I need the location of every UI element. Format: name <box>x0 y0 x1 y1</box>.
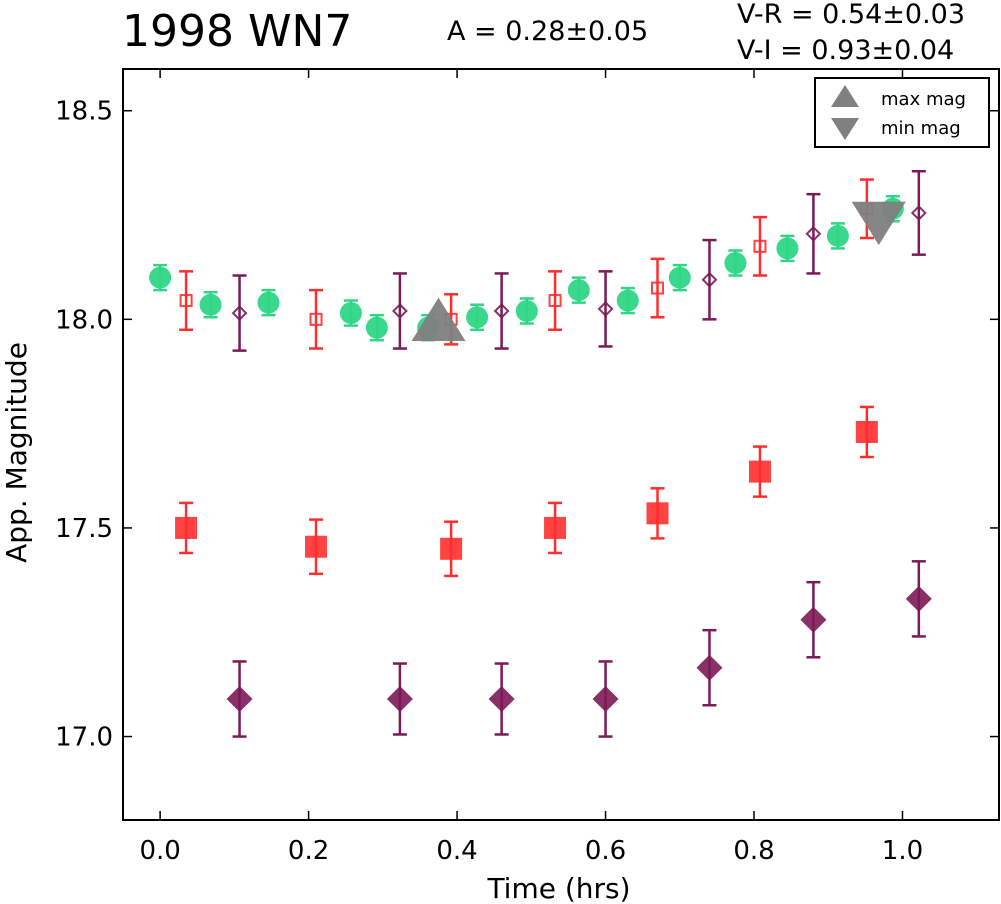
data-point <box>466 306 489 329</box>
min-mag-marker <box>851 201 906 246</box>
data-point <box>592 686 619 713</box>
data-point <box>826 224 849 247</box>
x-tick-label: 1.0 <box>882 836 923 866</box>
data-point <box>696 654 723 681</box>
data-point <box>748 460 771 483</box>
legend-max-marker <box>831 85 859 107</box>
y-tick-label: 18.5 <box>55 97 113 127</box>
x-axis-label: Time (hrs) <box>486 872 630 904</box>
series-diamond-filled <box>232 560 926 738</box>
data-point <box>339 302 362 325</box>
data-point <box>231 305 248 321</box>
data-point <box>257 291 280 314</box>
data-point <box>855 420 878 443</box>
legend-min-marker <box>831 118 859 140</box>
data-point <box>548 294 562 308</box>
data-point <box>309 312 323 326</box>
legend-label: max mag <box>881 89 966 110</box>
y-tick-label: 18.0 <box>55 305 113 335</box>
data-point <box>651 281 665 295</box>
data-point <box>175 516 198 539</box>
data-point <box>493 303 510 319</box>
data-point <box>149 266 172 289</box>
data-point <box>305 535 328 558</box>
data-point <box>724 252 747 275</box>
data-point <box>386 686 413 713</box>
data-point <box>179 294 193 308</box>
y-axis-label: App. Magnitude <box>0 342 33 563</box>
data-point <box>905 585 932 612</box>
data-point <box>646 502 669 525</box>
data-point <box>544 516 567 539</box>
v-i-color-annotation: V-I = 0.93±0.04 <box>737 35 955 66</box>
data-point <box>616 289 639 312</box>
data-point <box>753 239 767 253</box>
series-square-filled <box>179 405 874 578</box>
data-point <box>776 237 799 260</box>
legend: max mag min mag <box>814 77 990 148</box>
y-tick-label: 17.5 <box>55 514 113 544</box>
data-point <box>567 279 590 302</box>
data-point <box>910 205 927 221</box>
data-point <box>597 300 614 317</box>
data-point <box>701 271 718 288</box>
x-tick-label: 0.2 <box>288 836 329 866</box>
x-tick-label: 0.4 <box>436 836 477 866</box>
data-point <box>365 316 388 339</box>
x-tick-label: 0.8 <box>733 836 774 866</box>
series-diamond-open <box>232 169 926 352</box>
data-point <box>805 225 822 242</box>
data-point <box>488 686 515 713</box>
x-tick-label: 0.0 <box>139 836 180 866</box>
v-r-color-annotation: V-R = 0.54±0.03 <box>737 0 966 30</box>
data-point <box>668 266 691 289</box>
plot-frame <box>122 68 1000 821</box>
x-tick-label: 0.6 <box>585 836 626 866</box>
data-point <box>226 686 253 713</box>
chart-title: 1998 WN7 <box>122 6 353 57</box>
data-point <box>515 299 538 322</box>
legend-label: min mag <box>881 118 961 139</box>
y-tick-label: 17.0 <box>55 723 113 753</box>
data-point <box>800 606 827 633</box>
data-point <box>391 303 408 319</box>
data-point <box>440 537 463 560</box>
data-point <box>199 293 222 316</box>
amplitude-annotation: A = 0.28±0.05 <box>447 16 649 47</box>
max-mag-marker <box>411 297 466 341</box>
